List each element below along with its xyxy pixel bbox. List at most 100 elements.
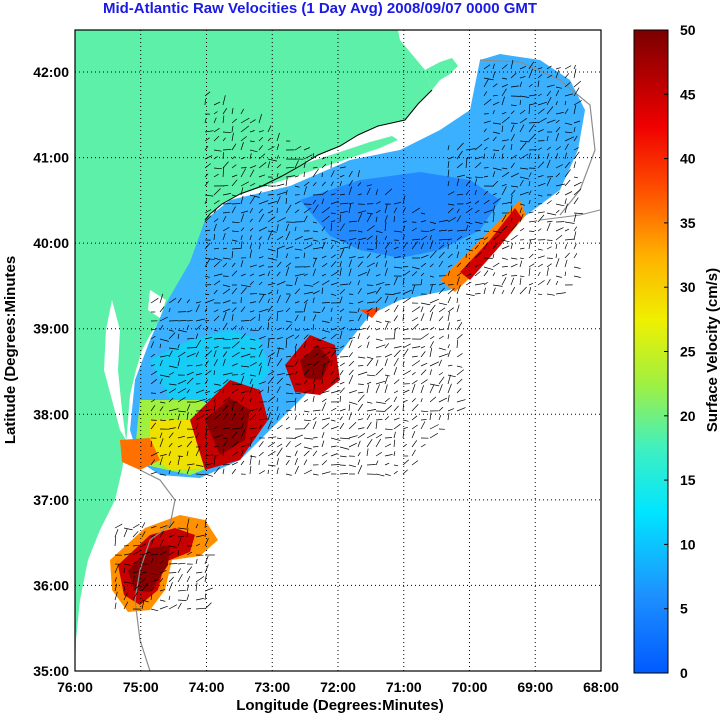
velocity-vector [339,437,350,440]
velocity-vector [411,372,416,376]
velocity-vector [213,188,221,196]
velocity-vector [492,242,498,250]
velocity-vector [177,455,181,466]
velocity-vector [474,282,485,286]
velocity-vector [384,235,388,241]
velocity-vector [375,209,381,214]
velocity-vector [123,592,128,601]
velocity-vector [366,356,374,360]
velocity-vector [501,125,504,133]
velocity-vector [546,267,549,277]
velocity-vector [240,213,245,223]
velocity-vector [213,233,215,241]
velocity-vector [573,188,582,196]
velocity-vector [312,383,316,394]
velocity-vector [492,83,498,88]
velocity-vector [213,455,216,466]
velocity-vector [420,243,424,250]
velocity-vector [348,170,353,178]
velocity-vector [375,473,385,477]
velocity-vector [510,243,513,250]
velocity-vector [276,358,283,367]
velocity-vector [285,253,289,259]
velocity-vector [393,246,399,250]
velocity-vector [249,455,257,458]
velocity-vector [348,202,354,205]
velocity-vector [186,463,195,466]
velocity-vector [573,176,578,179]
velocity-vector [573,231,577,241]
velocity-vector [276,467,279,475]
velocity-vector [555,183,566,187]
velocity-vector [402,297,411,304]
velocity-vector [564,136,575,142]
velocity-vector [537,175,544,178]
velocity-vector [204,518,207,529]
velocity-vector [411,238,420,241]
velocity-vector [357,465,363,475]
velocity-vector [249,398,252,403]
velocity-vector [357,193,362,196]
velocity-vector [510,122,518,124]
velocity-vector [456,339,459,349]
velocity-vector [393,207,398,214]
velocity-vector [438,384,443,394]
velocity-vector [159,605,168,610]
velocity-vector [519,203,525,206]
delaware-bay [148,290,166,318]
velocity-vector [483,209,494,214]
velocity-vector [195,364,203,367]
velocity-vector [258,335,266,340]
velocity-vector [231,203,241,205]
velocity-vector [159,360,163,367]
velocity-vector [411,403,419,412]
velocity-vector [123,527,133,531]
velocity-vector [366,262,375,268]
velocity-vector [348,237,357,241]
velocity-vector [402,426,409,430]
velocity-vector [393,470,398,475]
velocity-vector [258,153,266,160]
velocity-vector [402,220,408,223]
velocity-vector [258,424,262,430]
velocity-vector [564,271,567,277]
velocity-vector [168,545,178,548]
velocity-vector [483,190,489,196]
velocity-vector [240,284,251,288]
velocity-vector [447,408,454,412]
velocity-vector [357,212,363,223]
velocity-vector [159,454,167,457]
velocity-vector [303,237,313,241]
velocity-vector [240,168,247,178]
velocity-vector [537,161,545,169]
velocity-vector [321,471,331,475]
velocity-vector [519,140,530,143]
velocity-vector [348,369,354,376]
velocity-vector [204,98,206,106]
velocity-vector [321,365,325,376]
velocity-vector [420,230,430,233]
velocity-vector [123,601,129,610]
velocity-vector [456,236,463,241]
velocity-vector [465,156,471,160]
velocity-vector [483,230,490,233]
velocity-vector [258,174,266,178]
velocity-vector [555,146,561,151]
velocity-vector [447,349,451,358]
velocity-vector [510,85,519,88]
velocity-vector [492,230,502,233]
velocity-vector [186,364,193,367]
velocity-vector [438,347,447,351]
velocity-vector [312,182,317,187]
velocity-vector [240,375,245,385]
velocity-vector [357,271,367,277]
velocity-vector [366,213,372,223]
velocity-vector [483,282,488,286]
velocity-vector [402,343,411,349]
velocity-vector [150,378,158,385]
velocity-vector [438,219,449,223]
velocity-vector [447,191,455,196]
velocity-vector [240,396,245,403]
velocity-vector [231,428,241,430]
